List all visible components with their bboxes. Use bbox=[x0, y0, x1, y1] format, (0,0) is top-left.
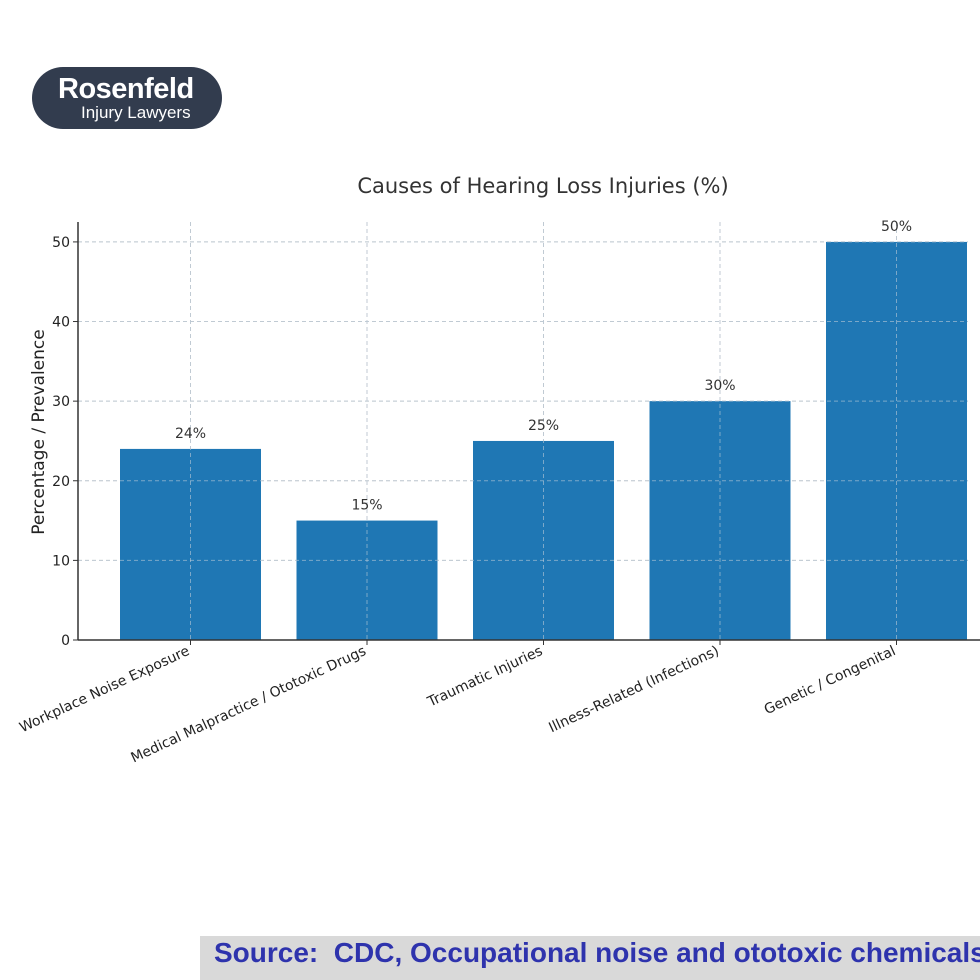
x-tick-label: Illness-Related (Infections) bbox=[546, 643, 721, 736]
y-tick-label: 30 bbox=[52, 394, 70, 410]
source-text: Source: CDC, Occupational noise and otot… bbox=[214, 937, 980, 968]
bar-chart: Causes of Hearing Loss Injuries (%) 24% 15… bbox=[17, 174, 980, 766]
data-label: 50% bbox=[881, 219, 912, 235]
y-tick-label: 50 bbox=[52, 235, 70, 251]
y-tick-label: 40 bbox=[52, 315, 70, 331]
y-tick-label: 10 bbox=[52, 553, 70, 569]
x-tick-label: Traumatic Injuries bbox=[424, 643, 545, 711]
y-tick-label: 0 bbox=[61, 633, 70, 649]
y-axis-label: Percentage / Prevalence bbox=[29, 329, 49, 534]
data-label: 15% bbox=[351, 498, 382, 514]
logo-brand: Rosenfeld bbox=[58, 73, 194, 105]
logo-subtitle: Injury Lawyers bbox=[81, 103, 191, 122]
source-banner: Source: CDC, Occupational noise and otot… bbox=[200, 936, 980, 980]
data-label: 25% bbox=[528, 418, 559, 434]
bar bbox=[649, 401, 791, 640]
data-label: 24% bbox=[175, 426, 206, 442]
x-tick-label: Genetic / Congenital bbox=[762, 643, 898, 718]
chart-title: Causes of Hearing Loss Injuries (%) bbox=[357, 174, 728, 198]
rosenfeld-logo: Rosenfeld Injury Lawyers bbox=[32, 67, 222, 129]
data-label: 30% bbox=[704, 378, 735, 394]
y-tick-label: 20 bbox=[52, 474, 70, 490]
x-tick-label: Workplace Noise Exposure bbox=[17, 643, 192, 736]
